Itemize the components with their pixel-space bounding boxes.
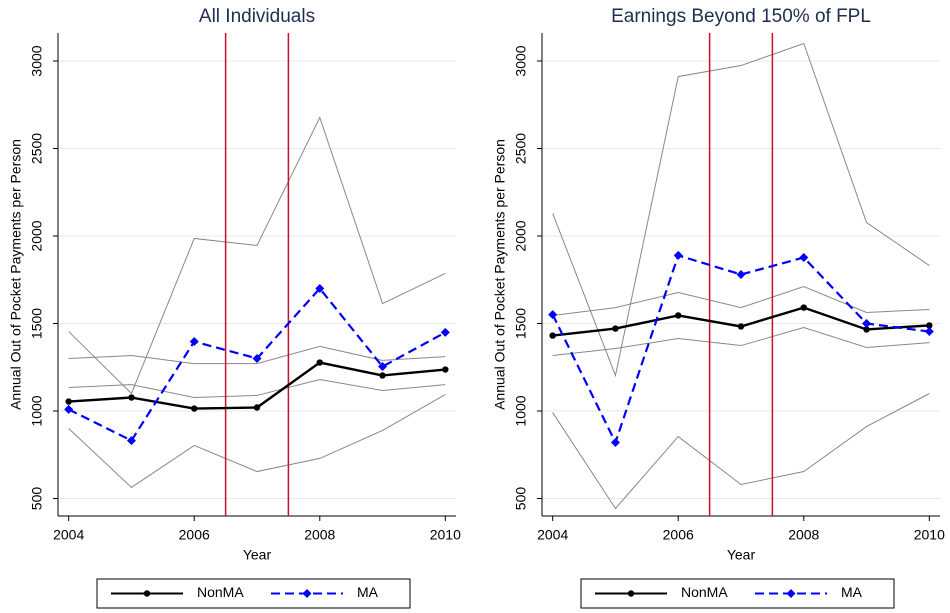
y-axis-label: Annual Out of Pocket Payments per Person <box>492 139 508 410</box>
marker <box>863 326 870 333</box>
panel: Earnings Beyond 150% of FPL 500 1000 1500 20… <box>492 6 945 609</box>
ci-line <box>68 345 446 365</box>
y-tick-label: 1500 <box>29 308 45 339</box>
marker <box>378 362 388 372</box>
chart-title: Earnings Beyond 150% of FPL <box>611 6 871 27</box>
y-axis-label: Annual Out of Pocket Payments per Person <box>8 139 24 410</box>
marker <box>675 312 682 319</box>
ci-line <box>68 394 446 489</box>
marker <box>316 359 323 366</box>
y-tick-label: 500 <box>29 487 45 511</box>
marker <box>627 590 635 597</box>
marker <box>549 332 556 339</box>
marker <box>191 405 198 412</box>
x-tick-label: 2004 <box>53 527 84 543</box>
series-line <box>68 286 446 443</box>
y-tick-label: 1000 <box>29 395 45 426</box>
marker <box>800 304 807 311</box>
legend-label: MA <box>841 584 863 600</box>
marker <box>302 589 312 598</box>
legend-label: NonMA <box>197 584 244 600</box>
x-tick-label: 2008 <box>304 527 335 543</box>
marker <box>737 323 745 330</box>
marker <box>673 250 683 260</box>
x-tick-label: 2010 <box>914 527 945 543</box>
marker <box>442 366 449 373</box>
y-tick-label: 2000 <box>29 220 45 251</box>
x-axis-label: Year <box>727 547 756 563</box>
marker <box>315 284 325 293</box>
x-axis-label: Year <box>243 547 272 563</box>
marker <box>189 337 199 347</box>
legend-label: NonMA <box>681 584 728 600</box>
legend-label: MA <box>357 584 379 600</box>
x-tick-label: 2006 <box>179 527 210 543</box>
x-tick-label: 2004 <box>537 527 568 543</box>
marker <box>126 436 136 446</box>
ci-line <box>552 327 930 357</box>
marker <box>799 253 809 263</box>
marker <box>253 404 261 411</box>
marker <box>786 589 796 598</box>
ci-line <box>552 42 930 378</box>
series-line <box>68 361 446 410</box>
marker <box>862 319 872 328</box>
ci-line <box>552 393 930 510</box>
marker <box>379 372 386 379</box>
marker <box>736 270 746 279</box>
marker <box>924 327 934 337</box>
marker <box>65 398 72 405</box>
marker <box>440 327 450 337</box>
ci-line <box>552 286 930 316</box>
ci-line <box>68 378 446 399</box>
chart-title: All Individuals <box>199 6 315 27</box>
marker <box>64 404 74 414</box>
ci-line <box>68 116 446 395</box>
y-tick-label: 1500 <box>513 308 529 339</box>
y-tick-label: 3000 <box>513 45 529 76</box>
marker <box>926 322 933 329</box>
marker <box>143 590 151 597</box>
y-tick-label: 2000 <box>513 220 529 251</box>
marker <box>128 394 135 401</box>
x-tick-label: 2010 <box>430 527 461 543</box>
panel: All Individuals 500 1000 1500 2000 2500 3000 20… <box>8 6 461 609</box>
y-tick-label: 3000 <box>29 45 45 76</box>
x-tick-label: 2008 <box>788 527 819 543</box>
x-tick-label: 2006 <box>663 527 694 543</box>
y-tick-label: 1000 <box>513 395 529 426</box>
y-tick-label: 500 <box>513 487 529 511</box>
y-tick-label: 2500 <box>29 133 45 164</box>
marker <box>548 310 558 320</box>
marker <box>252 354 262 363</box>
marker <box>612 325 619 332</box>
y-tick-label: 2500 <box>513 133 529 164</box>
marker <box>610 438 620 447</box>
